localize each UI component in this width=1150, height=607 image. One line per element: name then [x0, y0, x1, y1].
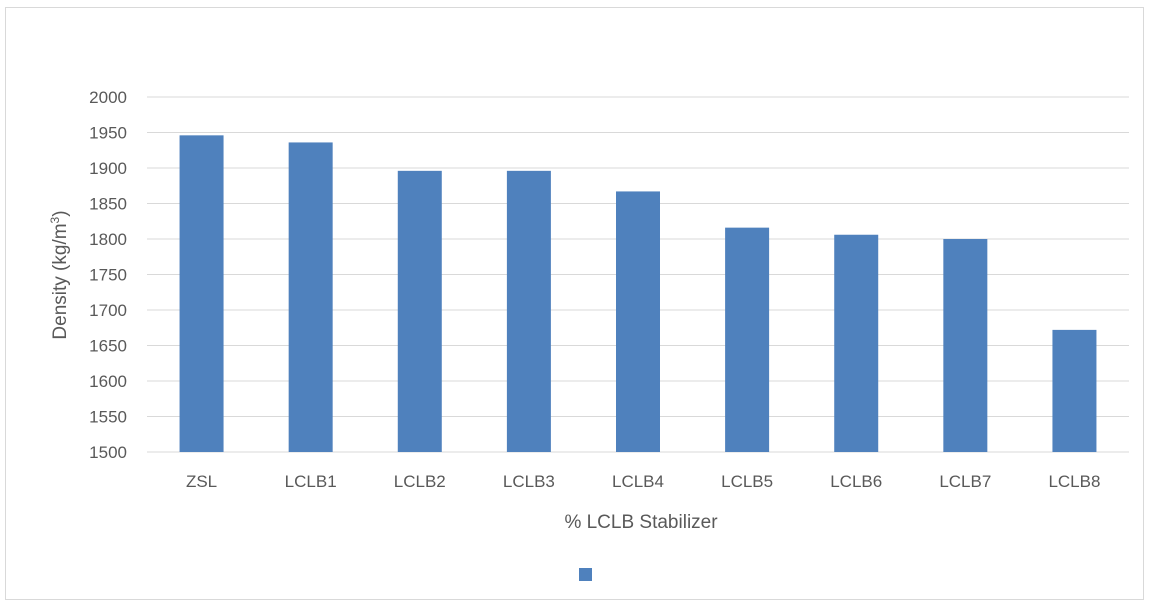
- y-axis-ticks: 1500 1550 1600 1650 1700 1750 1800 1850 1900 1950…: [89, 88, 127, 462]
- x-tick-label-lclb5: LCLB5: [721, 472, 773, 491]
- x-tick-label-lclb7: LCLB7: [939, 472, 991, 491]
- bar-lclb2: [397, 170, 442, 452]
- bar-lclb3: [506, 170, 551, 452]
- bar-lclb4: [616, 191, 660, 452]
- y-tick-label: 1650: [89, 337, 127, 356]
- y-axis-title: Density (kg/m3): [48, 210, 71, 339]
- bar-lclb7: [943, 239, 988, 452]
- bar-lclb8: [1052, 329, 1097, 452]
- bar-zsl: [179, 135, 224, 452]
- y-tick-label: 1750: [89, 266, 127, 285]
- y-axis-title-suffix: ): [50, 210, 71, 216]
- y-tick-label: 1500: [89, 443, 127, 462]
- x-tick-label-lclb4: LCLB4: [612, 472, 664, 491]
- x-tick-label-lclb1: LCLB1: [285, 472, 337, 491]
- y-axis-title-superscript: 3: [48, 216, 62, 223]
- x-axis-ticks: ZSL LCLB1 LCLB2 LCLB3 LCLB4 LCLB5 LCLB6 LCLB7 LC…: [186, 472, 1100, 491]
- x-tick-label-lclb2: LCLB2: [394, 472, 446, 491]
- bar-lclb1: [288, 142, 333, 452]
- bar-lclb5: [725, 227, 770, 452]
- bars: [179, 135, 1097, 452]
- x-tick-label-zsl: ZSL: [186, 472, 217, 491]
- y-tick-label: 1800: [89, 230, 127, 249]
- y-tick-label: 1600: [89, 372, 127, 391]
- legend: [579, 568, 592, 581]
- x-tick-label-lclb6: LCLB6: [830, 472, 882, 491]
- x-tick-label-lclb8: LCLB8: [1048, 472, 1100, 491]
- bar-lclb6: [834, 234, 879, 452]
- y-tick-label: 1950: [89, 124, 127, 143]
- y-tick-label: 1850: [89, 195, 127, 214]
- y-tick-label: 2000: [89, 88, 127, 107]
- y-tick-label: 1700: [89, 301, 127, 320]
- y-tick-label: 1900: [89, 159, 127, 178]
- y-axis-title-main: Density (kg/m: [50, 223, 71, 339]
- legend-swatch: [579, 568, 592, 581]
- x-tick-label-lclb3: LCLB3: [503, 472, 555, 491]
- y-tick-label: 1550: [89, 408, 127, 427]
- x-axis-title: % LCLB Stabilizer: [564, 512, 718, 533]
